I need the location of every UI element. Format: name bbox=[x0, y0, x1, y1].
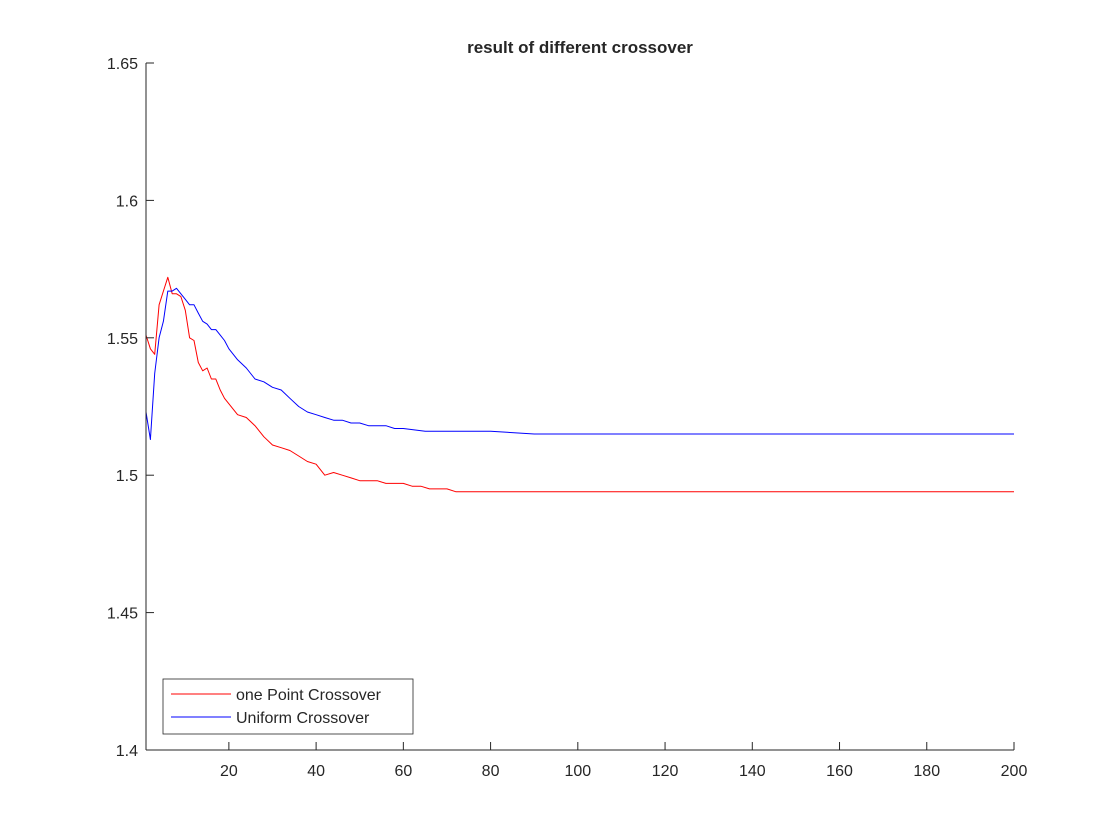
axes-layer bbox=[145, 63, 1014, 751]
x-tick-label: 200 bbox=[1001, 763, 1028, 780]
legend-label-one-point: one Point Crossover bbox=[236, 687, 382, 704]
x-tick-label: 100 bbox=[564, 763, 591, 780]
y-axis-ticks: 1.4 1.45 1.5 1.55 1.6 1.65 bbox=[107, 56, 154, 760]
y-tick-label: 1.55 bbox=[107, 331, 138, 348]
chart-title: result of different crossover bbox=[467, 38, 693, 57]
plot-area: 20 40 60 80 100 120 140 160 180 200 1.4 1.45 1.5 1.5… bbox=[107, 56, 1028, 780]
legend-label-uniform: Uniform Crossover bbox=[236, 710, 370, 727]
x-tick-label: 40 bbox=[307, 763, 325, 780]
x-tick-label: 140 bbox=[739, 763, 766, 780]
series-line-uniform-crossover bbox=[145, 287, 1014, 440]
x-tick-label: 60 bbox=[394, 763, 412, 780]
x-tick-label: 120 bbox=[652, 763, 679, 780]
x-tick-label: 80 bbox=[482, 763, 500, 780]
legend: one Point Crossover Uniform Crossover bbox=[162, 678, 414, 735]
y-tick-label: 1.65 bbox=[107, 56, 138, 73]
series-layer bbox=[145, 276, 1014, 493]
y-tick-label: 1.5 bbox=[116, 468, 138, 485]
x-tick-label: 160 bbox=[826, 763, 853, 780]
x-tick-label: 20 bbox=[220, 763, 238, 780]
legend-box bbox=[162, 678, 414, 735]
y-tick-label: 1.45 bbox=[107, 606, 138, 623]
x-tick-label: 180 bbox=[913, 763, 940, 780]
y-tick-label: 1.6 bbox=[116, 193, 138, 210]
series-line-one-point-crossover bbox=[145, 276, 1014, 493]
y-tick-label: 1.4 bbox=[116, 743, 138, 760]
x-axis-ticks: 20 40 60 80 100 120 140 160 180 200 bbox=[220, 742, 1027, 780]
